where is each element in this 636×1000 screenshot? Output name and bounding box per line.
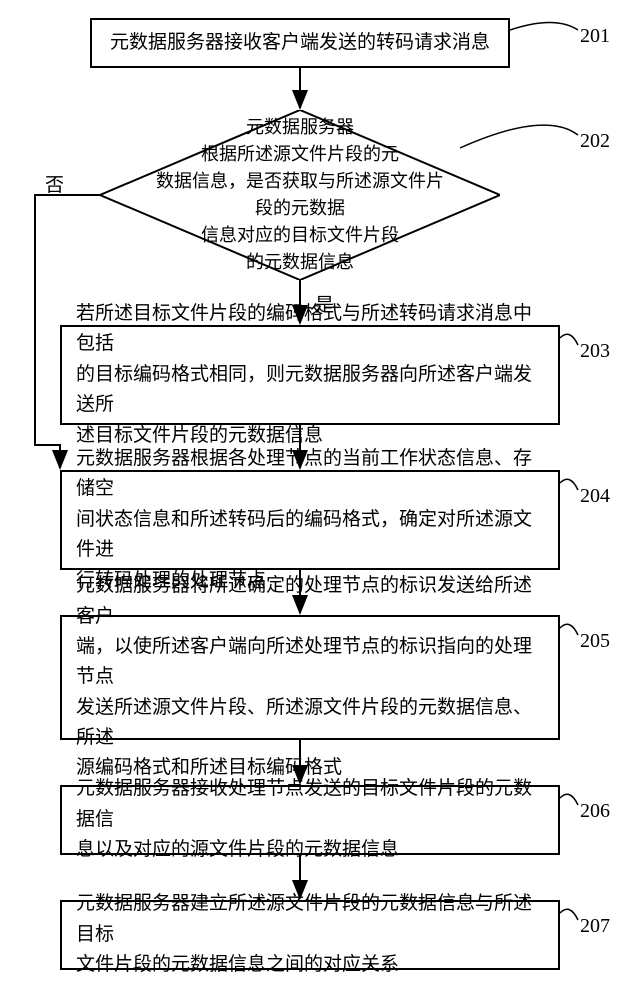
branch-label-yes: 是 (315, 290, 334, 317)
step-label-205: 205 (580, 630, 610, 653)
step-label-204: 204 (580, 485, 610, 508)
step-label-201: 201 (580, 25, 610, 48)
branch-label-no: 否 (45, 170, 64, 197)
step-207-box: 元数据服务器建立所述源文件片段的元数据信息与所述目标 文件片段的元数据信息之间的… (60, 900, 560, 970)
step-label-206: 206 (580, 800, 610, 823)
step-207-text: 元数据服务器建立所述源文件片段的元数据信息与所述目标 文件片段的元数据信息之间的… (76, 889, 544, 980)
step-205-text: 元数据服务器将所述确定的处理节点的标识发送给所述客户 端，以使所述客户端向所述处… (76, 571, 544, 784)
step-203-box: 若所述目标文件片段的编码格式与所述转码请求消息中包括 的目标编码格式相同，则元数… (60, 325, 560, 425)
step-205-box: 元数据服务器将所述确定的处理节点的标识发送给所述客户 端，以使所述客户端向所述处… (60, 615, 560, 740)
step-204-box: 元数据服务器根据各处理节点的当前工作状态信息、存储空 间状态信息和所述转码后的编… (60, 470, 560, 570)
step-201-text: 元数据服务器接收客户端发送的转码请求消息 (110, 28, 490, 58)
step-202-text: 元数据服务器 根据所述源文件片段的元 数据信息，是否获取与所述源文件片段的元数据… (150, 114, 450, 276)
step-201-box: 元数据服务器接收客户端发送的转码请求消息 (90, 18, 510, 68)
step-label-207: 207 (580, 915, 610, 938)
step-203-text: 若所述目标文件片段的编码格式与所述转码请求消息中包括 的目标编码格式相同，则元数… (76, 299, 544, 451)
flowchart-canvas: 元数据服务器接收客户端发送的转码请求消息 元数据服务器 根据所述源文件片段的元 … (0, 0, 636, 1000)
step-206-box: 元数据服务器接收处理节点发送的目标文件片段的元数据信 息以及对应的源文件片段的元… (60, 785, 560, 855)
step-label-203: 203 (580, 340, 610, 363)
step-202-decision: 元数据服务器 根据所述源文件片段的元 数据信息，是否获取与所述源文件片段的元数据… (100, 110, 500, 280)
step-label-202: 202 (580, 130, 610, 153)
step-206-text: 元数据服务器接收处理节点发送的目标文件片段的元数据信 息以及对应的源文件片段的元… (76, 774, 544, 865)
